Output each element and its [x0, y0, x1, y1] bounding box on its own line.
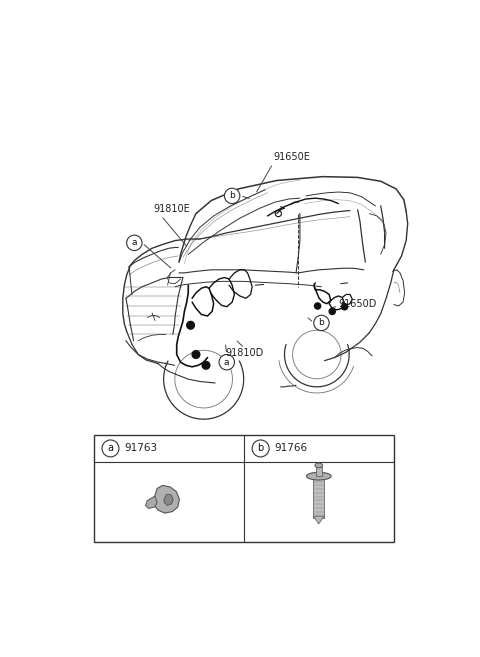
Text: 91810D: 91810D	[225, 348, 264, 358]
Text: b: b	[257, 443, 264, 453]
Bar	[316, 467, 322, 476]
Text: 91650E: 91650E	[273, 152, 310, 162]
Circle shape	[127, 235, 142, 250]
Polygon shape	[145, 496, 157, 509]
Bar	[313, 479, 324, 518]
Text: 91763: 91763	[124, 443, 157, 453]
Circle shape	[187, 321, 194, 329]
Ellipse shape	[315, 463, 323, 468]
Circle shape	[314, 315, 329, 330]
Text: 91810E: 91810E	[154, 204, 191, 214]
Polygon shape	[164, 495, 173, 505]
Circle shape	[314, 303, 321, 309]
Bar	[94, 434, 394, 543]
Circle shape	[341, 304, 348, 310]
Circle shape	[192, 351, 200, 358]
Text: 91650D: 91650D	[338, 300, 377, 309]
Text: a: a	[224, 357, 229, 367]
Circle shape	[225, 188, 240, 204]
Text: b: b	[229, 191, 235, 200]
Circle shape	[102, 440, 119, 457]
Text: b: b	[319, 319, 324, 327]
Circle shape	[202, 361, 210, 369]
Circle shape	[219, 355, 234, 370]
Polygon shape	[313, 516, 324, 524]
Text: 91766: 91766	[275, 443, 308, 453]
Circle shape	[329, 308, 336, 315]
Text: a: a	[108, 443, 113, 453]
Text: a: a	[132, 238, 137, 247]
Circle shape	[252, 440, 269, 457]
Ellipse shape	[306, 472, 331, 480]
Polygon shape	[153, 486, 180, 513]
